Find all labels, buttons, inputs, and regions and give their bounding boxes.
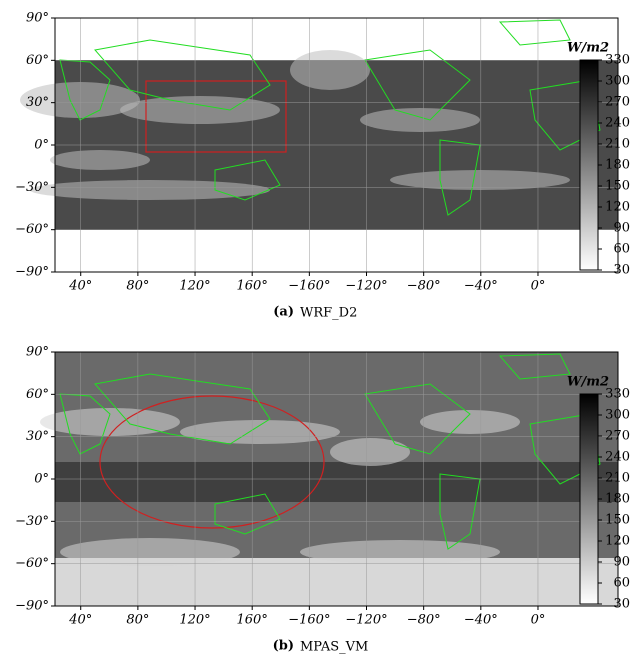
colorbar-tick-label: 120: [605, 534, 630, 549]
polar-band: [55, 558, 618, 606]
map-panel: 90° 60° 30° 0° −30° −60° −90° 40° 80° 120° 160° −16…: [15, 345, 630, 655]
lon-tick-label: −120°: [345, 613, 387, 628]
lon-tick-label: −80°: [407, 279, 441, 294]
coastline: [214, 159, 281, 201]
lat-tick-label: −90°: [15, 599, 49, 614]
cloud: [330, 438, 410, 466]
lon-tick-label: 40°: [68, 279, 92, 294]
colorbar-tick-label: 180: [605, 158, 630, 173]
colorbar-unit: W/m2: [567, 41, 609, 56]
coastline: [94, 39, 271, 111]
colorbar-tick-label: 90: [613, 555, 630, 570]
colorbar-tick-label: 150: [605, 513, 630, 528]
colorbar-tick-label: 120: [605, 200, 630, 215]
cloud: [120, 96, 280, 124]
plot-frame: [54, 17, 619, 273]
panel-caption: WRF_D2: [300, 306, 357, 321]
coastline: [364, 49, 471, 121]
colorbar-tick-label: 30: [613, 597, 630, 612]
coastline: [59, 393, 111, 455]
lat-tick-label: 90°: [26, 345, 49, 360]
colorbar: [579, 59, 599, 271]
coastline: [439, 139, 481, 216]
lat-tick-label: −60°: [15, 556, 49, 571]
cloud: [420, 410, 520, 434]
lon-tick-label: 160°: [237, 613, 268, 628]
lon-tick-label: −40°: [464, 613, 498, 628]
coastline: [498, 19, 571, 46]
coastline: [364, 383, 471, 455]
colorbar-unit: W/m2: [567, 375, 609, 390]
colorbar-tick-label: 180: [605, 492, 630, 507]
cloud: [20, 82, 140, 118]
colorbar-tick-label: 330: [605, 387, 630, 402]
colorbar: [579, 393, 599, 605]
coastline: [214, 493, 281, 535]
coastline: [59, 59, 111, 121]
lon-tick-label: 160°: [237, 279, 268, 294]
lat-tick-label: 60°: [26, 387, 49, 402]
lon-tick-label: −40°: [464, 279, 498, 294]
plot-frame: [54, 351, 619, 607]
colorbar-tick-label: 240: [605, 450, 630, 465]
colorbar-tick-label: 300: [605, 408, 630, 423]
lon-tick-label: 80°: [126, 279, 149, 294]
colorbar-tick-label: 150: [605, 179, 630, 194]
lon-tick-label: −160°: [288, 613, 330, 628]
coastline: [439, 473, 481, 550]
lon-tick-label: 0°: [531, 279, 546, 294]
colorbar-tick-label: 30: [613, 263, 630, 278]
panel-label: (a): [273, 305, 294, 320]
lon-tick-label: −80°: [407, 613, 441, 628]
lat-tick-label: −30°: [15, 514, 49, 529]
lat-tick-label: 60°: [26, 53, 49, 68]
colorbar-tick-label: 300: [605, 74, 630, 89]
tropic-band: [55, 462, 618, 502]
lon-tick-label: 0°: [531, 613, 546, 628]
cloud: [290, 50, 370, 90]
lon-tick-label: −120°: [345, 279, 387, 294]
lat-tick-label: 30°: [26, 95, 49, 110]
lat-tick-label: −90°: [15, 265, 49, 280]
lon-tick-label: 120°: [179, 279, 210, 294]
region-ellipse: [99, 395, 325, 529]
cloud: [60, 538, 240, 566]
lat-tick-label: 90°: [26, 11, 49, 26]
cloud: [300, 540, 500, 564]
colorbar-tick-label: 240: [605, 116, 630, 131]
coastline: [498, 353, 571, 380]
panel-caption: MPAS_VM: [300, 640, 368, 655]
lat-tick-label: −60°: [15, 222, 49, 237]
lat-tick-label: 0°: [34, 472, 49, 487]
cloud: [360, 108, 480, 132]
lon-tick-label: 80°: [126, 613, 149, 628]
panel-label: (b): [273, 639, 294, 654]
cloud: [50, 150, 150, 170]
region-box: [145, 80, 287, 153]
coastline: [94, 373, 271, 445]
lat-tick-label: −30°: [15, 180, 49, 195]
colorbar-tick-label: 270: [605, 95, 630, 110]
cloud: [30, 180, 270, 200]
map-panel: 90° 60° 30° 0° −30° −60° −90° 40° 80° 120° 160° −16…: [15, 11, 630, 321]
colorbar-tick-label: 210: [605, 471, 630, 486]
colorbar-tick-label: 330: [605, 53, 630, 68]
lon-tick-label: 120°: [179, 613, 210, 628]
colorbar-tick-label: 210: [605, 137, 630, 152]
lon-tick-label: −160°: [288, 279, 330, 294]
colorbar-tick-label: 90: [613, 221, 630, 236]
lon-tick-label: 40°: [68, 613, 92, 628]
colorbar-tick-label: 60: [613, 242, 630, 257]
lat-tick-label: 0°: [34, 138, 49, 153]
lat-tick-label: 30°: [26, 429, 49, 444]
cloud: [390, 170, 570, 190]
colorbar-tick-label: 60: [613, 576, 630, 591]
colorbar-tick-label: 270: [605, 429, 630, 444]
cloud: [180, 420, 340, 444]
cloud: [40, 408, 180, 436]
